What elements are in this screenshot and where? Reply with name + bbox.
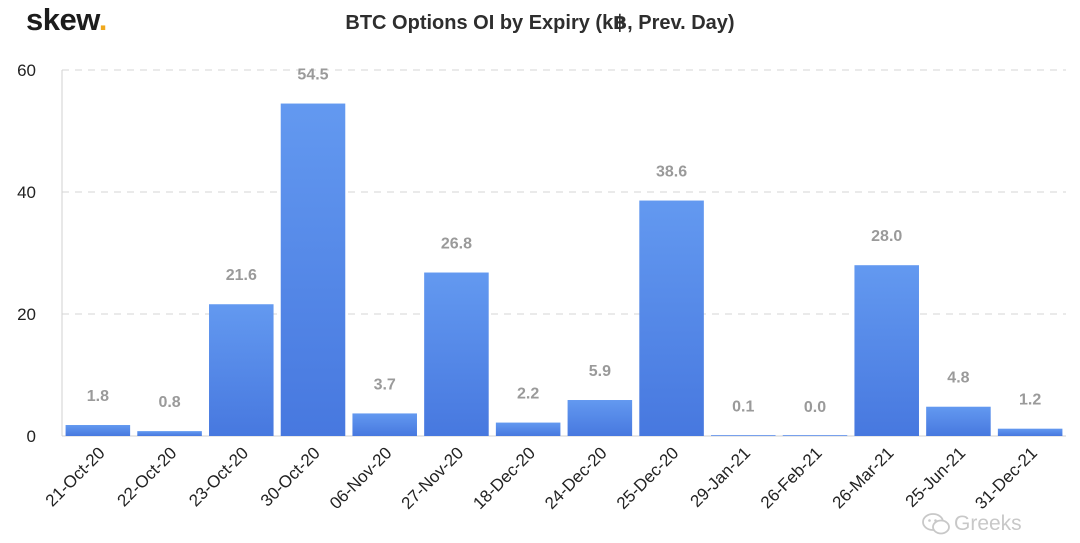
bar-06-Nov-20 [352,413,417,436]
bar-29-Jan-21 [711,435,776,436]
brand-logo: skew. [26,2,107,38]
value-label: 21.6 [226,267,257,284]
bar-22-Oct-20 [137,431,202,436]
value-label: 0.0 [804,399,826,416]
value-label: 28.0 [871,228,902,245]
x-tick-label: 26-Mar-21 [829,443,898,512]
watermark: Greeks [922,512,1022,536]
x-tick-label: 21-Oct-20 [42,443,109,510]
value-label: 5.9 [589,363,611,380]
value-labels: 1.8 0.8 21.6 54.5 3.7 26.8 2.2 5.9 38.6 0.1 0.0 28.… [87,67,1042,416]
chart-title: BTC Options OI by Expiry (k฿, Prev. Day) [345,12,735,34]
x-tick-label: 25-Dec-20 [613,443,683,513]
value-label: 26.8 [441,236,472,253]
bar-26-Feb-21 [782,435,848,436]
value-label: 0.1 [732,398,754,415]
x-tick-label: 30-Oct-20 [257,443,324,510]
x-tick-label: 26-Feb-21 [757,443,826,512]
bar-24-Dec-20 [567,400,633,436]
bar-31-Dec-21 [997,428,1063,436]
x-tick-label: 06-Nov-20 [326,443,396,513]
value-label: 0.8 [158,394,180,411]
x-tick-label: 27-Nov-20 [398,443,468,513]
x-tick-label: 23-Oct-20 [185,443,252,510]
x-tick-label: 25-Jun-21 [902,443,970,511]
x-tick-label: 18-Dec-20 [469,443,539,513]
bar-30-Oct-20 [280,103,346,437]
y-tick-label: 0 [27,427,36,446]
watermark-text: Greeks [954,512,1022,535]
value-label: 54.5 [297,67,328,84]
bar-18-Dec-20 [495,422,561,436]
value-label: 38.6 [656,164,687,181]
bar-21-Oct-20 [65,425,131,436]
value-label: 1.8 [87,388,109,405]
value-label: 2.2 [517,386,539,403]
y-tick-label: 20 [17,305,36,324]
bar-26-Mar-21 [854,265,919,436]
bar-25-Jun-21 [926,406,991,436]
value-label: 4.8 [947,370,969,387]
y-tick-label: 60 [17,61,36,80]
x-tick-label: 29-Jan-21 [687,443,755,511]
brand-name: skew [26,2,99,37]
bar-27-Nov-20 [424,272,489,436]
x-axis: 21-Oct-20 22-Oct-20 23-Oct-20 30-Oct-20 06-N… [42,443,1041,513]
y-tick-label: 40 [17,183,36,202]
bar-23-Oct-20 [209,304,274,436]
bars [65,103,1063,437]
x-tick-label: 22-Oct-20 [114,443,181,510]
x-tick-label: 24-Dec-20 [541,443,611,513]
value-label: 1.2 [1019,392,1041,409]
x-tick-label: 31-Dec-21 [971,443,1041,513]
wechat-icon [922,513,950,535]
brand-dot: . [98,2,108,37]
value-label: 3.7 [374,376,396,393]
bar-25-Dec-20 [639,200,704,436]
